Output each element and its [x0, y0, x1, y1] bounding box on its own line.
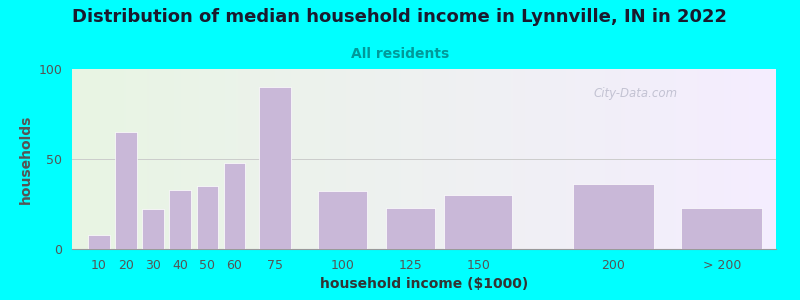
Bar — [318, 191, 367, 249]
Bar — [115, 132, 137, 249]
Bar — [197, 186, 218, 249]
Text: City-Data.com: City-Data.com — [593, 87, 678, 100]
X-axis label: household income ($1000): household income ($1000) — [320, 277, 528, 291]
Bar — [224, 163, 246, 249]
Bar — [573, 184, 654, 249]
Bar — [259, 87, 291, 249]
Bar — [170, 190, 191, 249]
Y-axis label: households: households — [19, 114, 33, 204]
Text: All residents: All residents — [351, 46, 449, 61]
Bar — [88, 235, 110, 249]
Text: Distribution of median household income in Lynnville, IN in 2022: Distribution of median household income … — [73, 8, 727, 26]
Bar — [444, 195, 512, 249]
Bar — [682, 208, 762, 249]
Bar — [386, 208, 435, 249]
Bar — [142, 209, 164, 249]
